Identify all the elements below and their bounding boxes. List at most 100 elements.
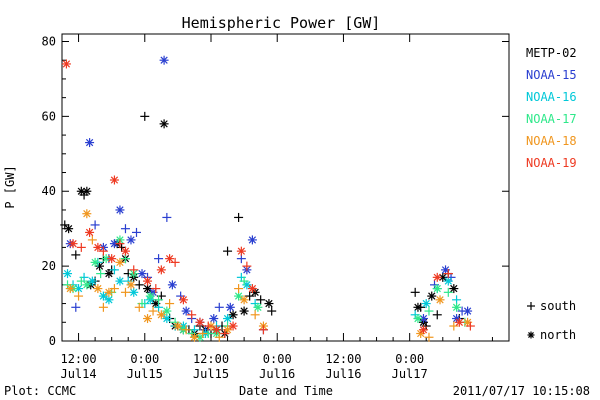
data-point-north <box>463 306 473 316</box>
data-point-south <box>76 242 86 252</box>
data-point-south <box>181 325 191 335</box>
data-point-north <box>159 119 169 129</box>
data-point-south <box>71 302 81 312</box>
x-tick-label-time: 12:00 <box>325 352 361 366</box>
marker-key-label: north <box>540 328 576 342</box>
data-point-north <box>181 306 191 316</box>
marker-key-label: south <box>540 299 576 313</box>
data-point-north <box>137 269 147 279</box>
data-point-north <box>432 284 442 294</box>
data-point-south <box>416 302 426 312</box>
chart-title: Hemispheric Power [GW] <box>182 14 381 32</box>
data-point-north <box>156 310 166 320</box>
data-point-north <box>228 321 238 331</box>
data-point-south <box>76 276 86 286</box>
data-point-north <box>178 295 188 305</box>
asterisk-icon <box>527 331 535 339</box>
x-tick-label-time: 0:00 <box>263 352 292 366</box>
data-point-south <box>214 332 224 342</box>
data-point-south <box>410 287 420 297</box>
data-point-south <box>90 220 100 230</box>
x-tick-label-date: Jul15 <box>127 367 163 381</box>
data-point-north <box>143 276 153 286</box>
data-point-south <box>203 321 213 331</box>
data-point-south <box>162 212 172 222</box>
data-point-north <box>452 302 462 312</box>
x-tick-label-time: 0:00 <box>395 352 424 366</box>
data-point-south <box>256 295 266 305</box>
data-point-north <box>189 332 199 342</box>
data-point-north <box>247 235 257 245</box>
legend-entry: METP-02 <box>526 46 577 60</box>
data-point-north <box>126 235 136 245</box>
data-point-north <box>85 138 95 148</box>
data-point-south <box>250 310 260 320</box>
data-point-north <box>421 299 431 309</box>
plot-frame <box>61 33 510 342</box>
data-point-north <box>85 227 95 237</box>
legend-entry: NOAA-15 <box>526 68 577 82</box>
data-point-north <box>209 314 219 324</box>
data-point-south <box>214 302 224 312</box>
data-point-north <box>64 224 74 234</box>
data-point-north <box>63 269 73 279</box>
data-point-north <box>129 287 139 297</box>
data-point-north <box>413 314 423 324</box>
data-point-north <box>159 55 169 65</box>
data-point-north <box>145 291 155 301</box>
x-tick-label-date: Jul16 <box>325 367 361 381</box>
data-point-north <box>162 306 172 316</box>
data-point-south <box>449 321 459 331</box>
data-point-north <box>87 276 97 286</box>
data-point-south <box>117 242 127 252</box>
data-point-north <box>156 265 166 275</box>
data-point-south <box>98 246 108 256</box>
legend-entry: NOAA-17 <box>526 112 577 126</box>
data-point-north <box>82 209 92 219</box>
data-point-north <box>98 291 108 301</box>
data-point-south <box>154 295 164 305</box>
data-point-south <box>132 227 141 237</box>
data-point-south <box>234 284 244 294</box>
data-point-south <box>424 306 434 316</box>
data-point-north <box>143 314 153 324</box>
data-point-south <box>134 280 144 290</box>
x-tick-label-time: 0:00 <box>130 352 159 366</box>
data-point-north <box>82 186 92 196</box>
data-point-south <box>115 239 125 249</box>
data-point-north <box>195 317 205 327</box>
data-point-north <box>173 321 183 331</box>
data-point-south <box>234 212 244 222</box>
data-point-north <box>109 175 119 185</box>
data-point-north <box>82 280 92 290</box>
data-point-south <box>154 254 164 264</box>
data-point-north <box>115 276 125 286</box>
data-point-south <box>109 284 119 294</box>
data-point-north <box>126 280 136 290</box>
data-point-north <box>228 310 238 320</box>
data-point-south <box>134 302 144 312</box>
x-tick-label-date: Jul17 <box>392 367 428 381</box>
data-point-south <box>60 220 70 230</box>
x-tick-label-date: Jul15 <box>193 367 229 381</box>
y-axis: 0 20 40 60 80 <box>42 34 509 348</box>
data-point-north <box>427 291 437 301</box>
data-point-south <box>120 287 130 297</box>
data-point-south <box>129 265 139 275</box>
data-point-north <box>212 325 222 335</box>
data-point-south <box>74 291 84 301</box>
data-point-north <box>225 302 235 312</box>
timestamp: 2011/07/17 10:15:08 <box>453 384 590 398</box>
data-point-south <box>98 302 108 312</box>
x-tick-label-date: Jul14 <box>60 367 96 381</box>
data-point-south <box>245 291 255 301</box>
data-point-south <box>96 269 106 279</box>
data-point-north <box>247 284 257 294</box>
data-point-north <box>264 299 274 309</box>
legend-entry: NOAA-18 <box>526 134 577 148</box>
data-point-north <box>115 205 125 215</box>
data-point-south <box>267 306 277 316</box>
data-point-north <box>418 325 428 335</box>
data-point-south <box>165 299 175 309</box>
